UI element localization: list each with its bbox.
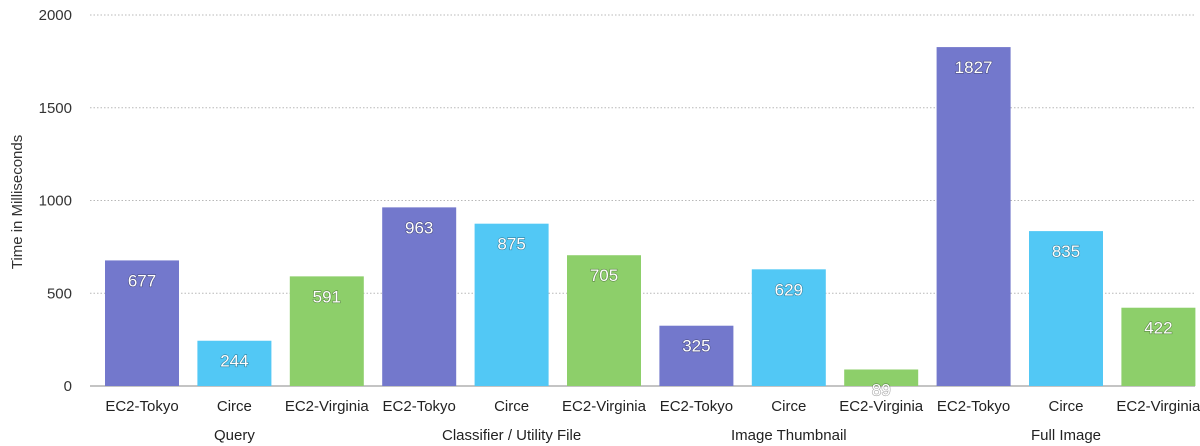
x-group-label: Full Image — [1031, 427, 1101, 444]
grid-layer — [90, 14, 1195, 387]
bar-value-label: 244 — [220, 352, 248, 371]
bar-value-label: 677 — [128, 271, 156, 290]
label-layer: 0 500 1000 1500 2000 677 EC2-Tokyo 244 Circe 591 E… — [39, 7, 1200, 444]
x-category-label: EC2-Tokyo — [937, 398, 1010, 415]
bar-full-image-ec2-tokyo — [936, 47, 1011, 387]
x-category-label: Circe — [1048, 398, 1083, 415]
bar-value-label: 629 — [775, 280, 803, 299]
bar-image-thumbnail-ec2-virginia — [844, 369, 919, 386]
y-tick-label: 0 — [64, 378, 72, 395]
bar-value-label: 705 — [590, 266, 618, 285]
bar-classifier-utility-file-ec2-virginia — [567, 255, 641, 386]
x-group-label: Image Thumbnail — [731, 427, 847, 444]
bar-value-label: 835 — [1052, 242, 1080, 261]
bar-classifier-utility-file-circe — [474, 223, 549, 386]
bar-query-circe — [197, 340, 272, 386]
bar-value-label: 875 — [497, 235, 525, 254]
x-category-label: EC2-Virginia — [562, 398, 647, 415]
x-category-label: Circe — [217, 398, 252, 415]
x-group-label: Classifier / Utility File — [442, 427, 581, 444]
x-group-label: Query — [214, 427, 255, 444]
x-category-label: EC2-Virginia — [839, 398, 924, 415]
y-axis-title: Time in Milliseconds — [9, 135, 26, 269]
y-tick-label: 2000 — [39, 7, 72, 24]
bar-query-ec2-tokyo — [105, 260, 179, 386]
x-category-label: Circe — [494, 398, 529, 415]
y-tick-label: 1000 — [39, 193, 72, 210]
x-category-label: EC2-Tokyo — [660, 398, 733, 415]
bar-value-label: 422 — [1144, 319, 1172, 338]
x-category-label: Circe — [771, 398, 806, 415]
bar-image-thumbnail-ec2-tokyo — [659, 325, 734, 386]
x-category-label: EC2-Tokyo — [383, 398, 456, 415]
bar-value-label: 1827 — [955, 58, 993, 77]
y-tick-label: 1500 — [39, 100, 72, 117]
y-tick-label: 500 — [47, 285, 72, 302]
bar-full-image-ec2-virginia — [1121, 307, 1196, 386]
x-category-label: EC2-Virginia — [1116, 398, 1200, 415]
bar-image-thumbnail-circe — [751, 269, 826, 386]
bar-full-image-circe — [1029, 231, 1103, 386]
bar-classifier-utility-file-ec2-tokyo — [382, 207, 457, 386]
bar-query-ec2-virginia — [289, 276, 364, 386]
x-category-label: EC2-Virginia — [285, 398, 370, 415]
bar-value-label: 89 — [872, 380, 891, 399]
bar-value-label: 325 — [682, 337, 710, 356]
bar-layer — [105, 47, 1196, 387]
x-category-label: EC2-Tokyo — [105, 398, 178, 415]
bar-value-label: 963 — [405, 218, 433, 237]
bar-value-label: 591 — [313, 287, 341, 306]
